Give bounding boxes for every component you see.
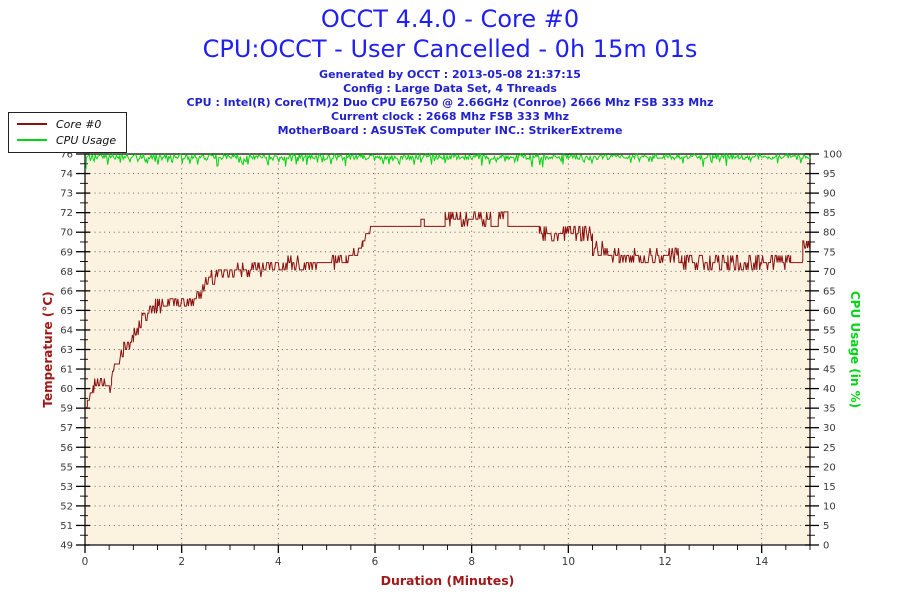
- svg-text:57: 57: [60, 423, 73, 434]
- svg-text:61: 61: [60, 365, 73, 376]
- svg-text:20: 20: [823, 462, 836, 473]
- svg-text:75: 75: [823, 247, 836, 258]
- svg-text:74: 74: [60, 169, 73, 180]
- svg-text:5: 5: [823, 521, 829, 532]
- svg-text:52: 52: [60, 501, 73, 512]
- svg-text:2: 2: [178, 556, 185, 568]
- core0-line-swatch: [17, 123, 47, 125]
- info-cpu: CPU : Intel(R) Core(TM)2 Duo CPU E6750 @…: [186, 96, 714, 109]
- svg-text:50: 50: [823, 345, 836, 356]
- svg-text:40: 40: [823, 384, 836, 395]
- svg-text:66: 66: [60, 286, 73, 297]
- legend-item-core0: Core #0: [17, 116, 116, 132]
- cpu-usage-line-swatch: [17, 139, 47, 141]
- svg-text:55: 55: [60, 462, 73, 473]
- info-generated-by: Generated by OCCT : 2013-05-08 21:37:15: [319, 68, 581, 81]
- svg-text:100: 100: [823, 150, 842, 161]
- left-axis-title: Temperature (°C): [41, 291, 55, 407]
- svg-text:15: 15: [823, 482, 836, 493]
- svg-text:55: 55: [823, 325, 836, 336]
- svg-text:63: 63: [60, 345, 73, 356]
- svg-text:45: 45: [823, 365, 836, 376]
- svg-text:10: 10: [562, 556, 575, 568]
- svg-text:10: 10: [823, 501, 836, 512]
- svg-text:51: 51: [60, 521, 73, 532]
- svg-text:72: 72: [60, 208, 73, 219]
- svg-text:30: 30: [823, 423, 836, 434]
- svg-text:25: 25: [823, 443, 836, 454]
- svg-text:14: 14: [755, 556, 769, 568]
- system-info-block: Generated by OCCT : 2013-05-08 21:37:15 …: [0, 68, 900, 138]
- svg-text:95: 95: [823, 169, 836, 180]
- legend-item-cpu-usage: CPU Usage: [17, 132, 116, 148]
- info-motherboard: MotherBoard : ASUSTeK Computer INC.: Str…: [277, 124, 623, 137]
- svg-text:64: 64: [60, 325, 73, 336]
- svg-text:53: 53: [60, 482, 73, 493]
- svg-text:35: 35: [823, 404, 836, 415]
- svg-text:60: 60: [60, 384, 73, 395]
- series-core-0: [85, 211, 811, 408]
- svg-text:12: 12: [658, 556, 671, 568]
- svg-text:4: 4: [275, 556, 282, 568]
- svg-text:73: 73: [60, 189, 73, 200]
- svg-text:80: 80: [823, 228, 836, 239]
- page-subtitle: CPU:OCCT - User Cancelled - 0h 15m 01s: [202, 35, 698, 63]
- svg-text:60: 60: [823, 306, 836, 317]
- svg-text:59: 59: [60, 404, 73, 415]
- svg-text:56: 56: [60, 443, 73, 454]
- svg-text:70: 70: [823, 267, 836, 278]
- svg-text:6: 6: [372, 556, 379, 568]
- legend-label-cpu-usage: CPU Usage: [56, 133, 117, 147]
- series-cpu-usage: [85, 152, 811, 170]
- chart-legend: Core #0 CPU Usage: [8, 112, 128, 153]
- svg-text:65: 65: [823, 286, 836, 297]
- info-config: Config : Large Data Set, 4 Threads: [343, 82, 557, 95]
- svg-text:65: 65: [60, 306, 73, 317]
- svg-text:70: 70: [60, 228, 73, 239]
- svg-text:49: 49: [60, 541, 73, 552]
- svg-text:0: 0: [82, 556, 89, 568]
- x-axis-title: Duration (Minutes): [381, 573, 515, 588]
- right-axis-title: CPU Usage (in %): [848, 291, 862, 408]
- svg-text:85: 85: [823, 208, 836, 219]
- svg-text:0: 0: [823, 541, 829, 552]
- plot-background: [85, 154, 810, 545]
- legend-label-core0: Core #0: [56, 117, 102, 131]
- svg-text:76: 76: [60, 150, 73, 161]
- svg-text:68: 68: [60, 267, 73, 278]
- svg-text:90: 90: [823, 189, 836, 200]
- info-current-clock: Current clock : 2668 Mhz FSB 333 Mhz: [331, 110, 569, 123]
- page-title: OCCT 4.4.0 - Core #0: [320, 5, 580, 33]
- report-header: OCCT 4.4.0 - Core #0 CPU:OCCT - User Can…: [0, 4, 900, 138]
- svg-text:69: 69: [60, 247, 73, 258]
- svg-text:8: 8: [468, 556, 475, 568]
